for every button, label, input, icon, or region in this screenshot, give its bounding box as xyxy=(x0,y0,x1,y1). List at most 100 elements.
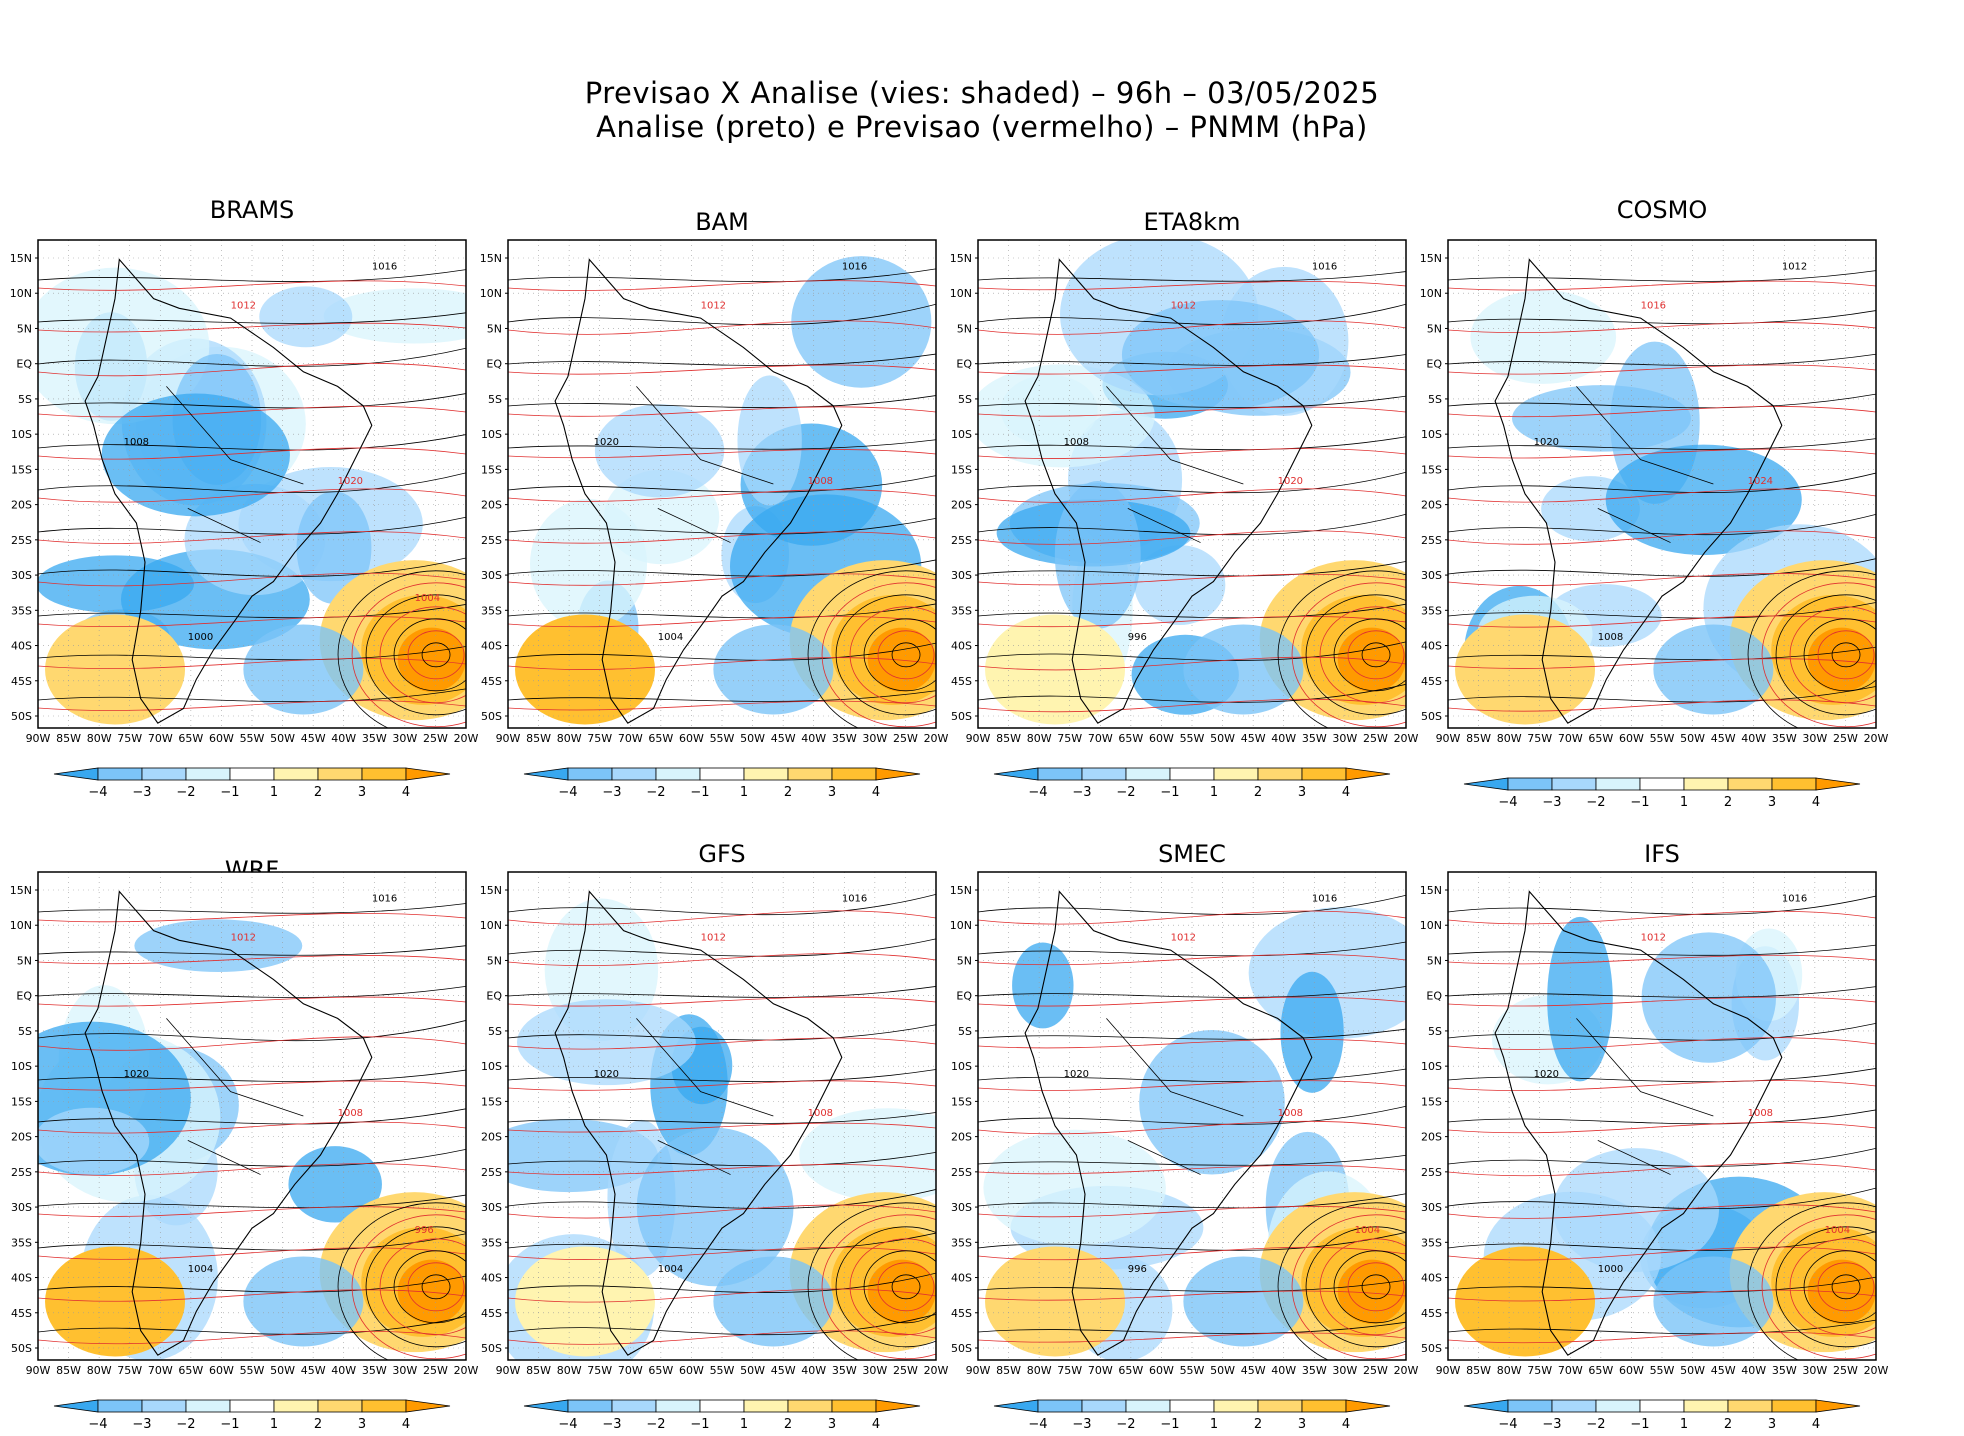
contour-label: 1004 xyxy=(1825,1225,1850,1236)
lon-tick-label: 60W xyxy=(1619,732,1644,745)
contour-label: 1016 xyxy=(372,261,397,272)
contour-label: 1016 xyxy=(1312,261,1337,272)
lat-tick-label: 5S xyxy=(1428,393,1442,406)
lon-tick-label: 70W xyxy=(1558,1364,1583,1377)
lat-tick-label: 25S xyxy=(481,534,502,547)
colorbar-label: −4 xyxy=(1498,1417,1517,1432)
lat-tick-label: 5N xyxy=(957,954,972,967)
lon-tick-label: 55W xyxy=(710,1364,735,1377)
lat-tick-label: 15S xyxy=(481,463,502,476)
lat-tick-label: 20S xyxy=(1421,499,1442,512)
colorbar-segment xyxy=(1727,1399,1773,1413)
lat-tick-label: 30S xyxy=(11,1201,32,1214)
lat-tick-label: 30S xyxy=(481,1201,502,1214)
lat-tick-label: 10N xyxy=(1420,919,1442,932)
colorbar-segment xyxy=(523,1399,569,1413)
colorbar-segment xyxy=(699,1399,745,1413)
panel-wrf: 1016101210201008100499615N10N5NEQ5S10S15… xyxy=(10,871,479,1432)
lon-tick-label: 90W xyxy=(966,732,991,745)
panel-cosmo: 1012 1016 1020 1024 1008 15N 10N 5N EQ 5S 10S 15S 20… xyxy=(1420,239,1889,810)
panel-bam: 1016 1012 1020 1008 1004 15N 10N 5N EQ 5S 10S 15S 20… xyxy=(480,239,949,800)
lat-tick-label: 15S xyxy=(11,1095,32,1108)
lat-tick-label: 10N xyxy=(10,287,32,300)
contour-label: 1016 xyxy=(842,893,867,904)
lat-tick-label: 5N xyxy=(1427,322,1442,335)
lon-tick-label: 40W xyxy=(331,1364,356,1377)
lat-tick-label: 5S xyxy=(18,1025,32,1038)
panel-eta8km: 1016 1012 1008 1020 996 15N 10N 5N EQ 5S 10S 15S 20S… xyxy=(950,239,1419,800)
lat-tick-label: 5N xyxy=(957,322,972,335)
colorbar-label: −4 xyxy=(1498,795,1517,810)
lon-tick-label: 90W xyxy=(496,1364,521,1377)
lat-tick-label: 40S xyxy=(1421,640,1442,653)
colorbar-label: 3 xyxy=(1768,795,1776,810)
lon-tick-label: 25W xyxy=(893,732,918,745)
colorbar: −4 −3 −2 −1 1 2 3 4 xyxy=(523,1399,921,1432)
contour-label: 1024 xyxy=(1748,476,1773,487)
contour-label: 996 xyxy=(1128,632,1147,643)
lat-tick-label: 20S xyxy=(481,1131,502,1144)
colorbar-label: −3 xyxy=(1072,1417,1091,1432)
lat-tick-label: 40S xyxy=(481,640,502,653)
panel-frame xyxy=(977,239,1407,729)
lon-tick-label: 50W xyxy=(270,1364,295,1377)
panel-title-ifs: IFS xyxy=(1644,840,1680,868)
colorbar-label: −2 xyxy=(646,1417,665,1432)
colorbar-label: −3 xyxy=(1072,785,1091,800)
lat-tick-label: 40S xyxy=(1421,1272,1442,1285)
contour-label: 1020 xyxy=(1064,1069,1089,1080)
lat-tick-label: 15N xyxy=(480,252,502,265)
lon-tick-label: 30W xyxy=(392,1364,417,1377)
colorbar-segment xyxy=(1125,767,1171,781)
lat-tick-label: 15N xyxy=(10,252,32,265)
lat-tick-label: 10S xyxy=(951,428,972,441)
lon-tick-label: 35W xyxy=(1302,732,1327,745)
lat-tick-label: 45S xyxy=(481,675,502,688)
lon-tick-label: 55W xyxy=(1180,732,1205,745)
lon-tick-label: 90W xyxy=(1436,1364,1461,1377)
lat-tick-label: 5S xyxy=(958,393,972,406)
lon-tick-label: 85W xyxy=(1466,1364,1491,1377)
lon-tick-label: 90W xyxy=(966,1364,991,1377)
contour-label: 1004 xyxy=(658,632,683,643)
colorbar-segment xyxy=(699,767,745,781)
colorbar-label: −1 xyxy=(1160,785,1179,800)
contour-label: 1012 xyxy=(231,300,256,311)
lat-tick-label: 50S xyxy=(951,1342,972,1355)
lon-tick-label: 80W xyxy=(557,732,582,745)
lon-tick-label: 80W xyxy=(1027,1364,1052,1377)
colorbar-segment xyxy=(405,767,451,781)
lat-tick-label: 15S xyxy=(1421,463,1442,476)
colorbar-label: 1 xyxy=(270,1417,278,1432)
colorbar-segment xyxy=(567,1399,613,1413)
contour-label: 996 xyxy=(415,1225,434,1236)
lon-tick-label: 20W xyxy=(454,1364,479,1377)
bias-field xyxy=(1448,872,1876,1360)
lon-tick-label: 65W xyxy=(648,1364,673,1377)
lon-tick-label: 60W xyxy=(209,1364,234,1377)
lon-tick-label: 85W xyxy=(526,732,551,745)
contour-label: 1012 xyxy=(1171,932,1196,943)
lat-tick-label: 45S xyxy=(951,1307,972,1320)
lon-tick-label: 50W xyxy=(1210,732,1235,745)
contour-label: 1008 xyxy=(338,1108,363,1119)
lat-tick-label: 5N xyxy=(1427,954,1442,967)
colorbar-label: −1 xyxy=(1630,1417,1649,1432)
colorbar-segment xyxy=(229,1399,275,1413)
colorbar-label: 1 xyxy=(1680,795,1688,810)
colorbar-label: −4 xyxy=(558,785,577,800)
colorbar-segment xyxy=(993,1399,1039,1413)
colorbar-segment xyxy=(1551,1399,1597,1413)
lon-tick-label: 45W xyxy=(1711,732,1736,745)
lon-tick-label: 25W xyxy=(1833,732,1858,745)
lon-tick-label: 60W xyxy=(679,1364,704,1377)
lon-tick-label: 80W xyxy=(87,1364,112,1377)
lat-tick-label: 20S xyxy=(11,1131,32,1144)
colorbar-segment xyxy=(273,1399,319,1413)
chart-title-block: Previsao X Analise (vies: shaded) – 96h … xyxy=(0,76,1964,144)
lat-tick-label: 15N xyxy=(480,884,502,897)
lon-tick-label: 55W xyxy=(240,732,265,745)
lon-tick-label: 35W xyxy=(1772,1364,1797,1377)
colorbar-segment xyxy=(1683,1399,1729,1413)
